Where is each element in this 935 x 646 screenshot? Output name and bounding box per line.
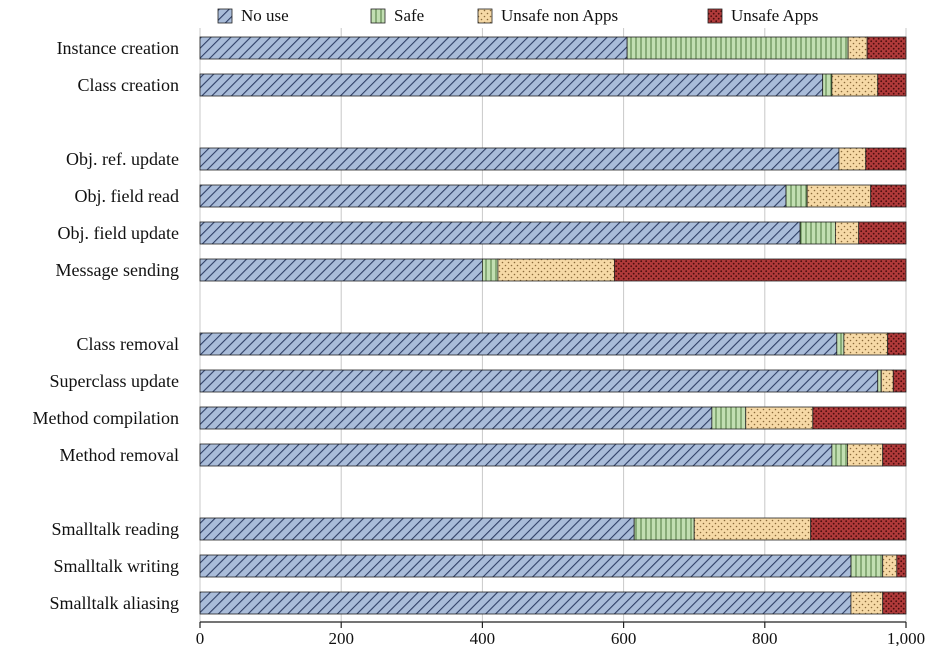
bar-class-removal-safe: [836, 332, 845, 356]
bar-smalltalk-aliasing-no-use: [199, 591, 852, 615]
bar-message-sending-unsafe-apps: [614, 258, 907, 282]
bar-smalltalk-aliasing-unsafe-non-apps: [850, 591, 884, 615]
legend-swatch-unsafe-apps: [707, 8, 723, 24]
legend-swatch-no-use: [217, 8, 233, 24]
bar-class-creation-unsafe-non-apps: [831, 73, 879, 97]
legend-label-no-use: No use: [241, 6, 289, 25]
category-label-message-sending: Message sending: [56, 260, 179, 280]
bar-superclass-update-unsafe-apps: [892, 369, 907, 393]
bar-method-compilation-no-use: [199, 406, 713, 430]
bar-obj-field-update-unsafe-apps: [858, 221, 907, 245]
category-label-smalltalk-aliasing: Smalltalk aliasing: [50, 593, 179, 613]
bar-instance-creation-unsafe-non-apps: [847, 36, 868, 60]
bar-message-sending-no-use: [199, 258, 483, 282]
bar-smalltalk-reading-unsafe-non-apps: [693, 517, 812, 541]
bar-smalltalk-reading-safe: [633, 517, 695, 541]
bar-method-compilation-safe: [711, 406, 747, 430]
bar-superclass-update-no-use: [199, 369, 879, 393]
bar-method-compilation-unsafe-apps: [812, 406, 907, 430]
legend-label-unsafe-apps: Unsafe Apps: [731, 6, 818, 25]
bar-smalltalk-writing-safe: [850, 554, 884, 578]
category-label-obj-field-read: Obj. field read: [75, 186, 179, 206]
bar-smalltalk-writing-no-use: [199, 554, 852, 578]
legend-swatch-unsafe-non-apps: [477, 8, 493, 24]
bar-method-removal-no-use: [199, 443, 833, 467]
bar-instance-creation-safe: [626, 36, 849, 60]
bar-class-removal-no-use: [199, 332, 838, 356]
bar-method-removal-unsafe-apps: [882, 443, 907, 467]
legend-label-safe: Safe: [394, 6, 424, 25]
bar-obj-field-update-safe: [799, 221, 836, 245]
x-tick-label: 200: [328, 629, 354, 646]
bar-obj-field-read-safe: [785, 184, 808, 208]
bar-instance-creation-unsafe-apps: [866, 36, 907, 60]
category-label-class-creation: Class creation: [78, 75, 179, 95]
x-tick-label: 1,000: [887, 629, 925, 646]
category-label-smalltalk-writing: Smalltalk writing: [54, 556, 180, 576]
category-label-obj-field-update: Obj. field update: [58, 223, 179, 243]
bar-class-removal-unsafe-non-apps: [843, 332, 889, 356]
category-label-obj-ref-update: Obj. ref. update: [66, 149, 179, 169]
bar-instance-creation-no-use: [199, 36, 628, 60]
bar-method-compilation-unsafe-non-apps: [745, 406, 814, 430]
x-tick-label: 800: [752, 629, 778, 646]
bar-obj-ref-update-no-use: [199, 147, 840, 171]
bar-method-removal-unsafe-non-apps: [847, 443, 884, 467]
bar-message-sending-unsafe-non-apps: [497, 258, 615, 282]
bar-method-removal-safe: [831, 443, 848, 467]
bar-class-creation-safe: [822, 73, 833, 97]
category-label-method-compilation: Method compilation: [33, 408, 179, 428]
bar-message-sending-safe: [481, 258, 499, 282]
category-label-superclass-update: Superclass update: [50, 371, 179, 391]
bar-obj-field-read-no-use: [199, 184, 787, 208]
legend-label-unsafe-non-apps: Unsafe non Apps: [501, 6, 618, 25]
bar-superclass-update-unsafe-non-apps: [880, 369, 894, 393]
bar-smalltalk-reading-no-use: [199, 517, 635, 541]
bar-class-removal-unsafe-apps: [887, 332, 907, 356]
category-label-instance-creation: Instance creation: [57, 38, 179, 58]
bar-obj-ref-update-unsafe-non-apps: [838, 147, 867, 171]
x-tick-label: 400: [470, 629, 496, 646]
category-labels: Instance creation Class creation Obj. ref.…: [33, 38, 179, 613]
x-tick-label: 0: [196, 629, 205, 646]
bar-area: [199, 36, 907, 615]
bar-obj-field-read-unsafe-non-apps: [806, 184, 872, 208]
bar-smalltalk-aliasing-unsafe-apps: [882, 591, 907, 615]
category-label-smalltalk-reading: Smalltalk reading: [52, 519, 179, 539]
bar-class-creation-no-use: [199, 73, 824, 97]
bar-obj-ref-update-unsafe-apps: [865, 147, 907, 171]
bar-smalltalk-reading-unsafe-apps: [810, 517, 907, 541]
bar-obj-field-update-unsafe-non-apps: [835, 221, 860, 245]
category-label-class-removal: Class removal: [77, 334, 179, 354]
bar-smalltalk-writing-unsafe-apps: [896, 554, 907, 578]
bar-obj-field-read-unsafe-apps: [870, 184, 907, 208]
bar-obj-field-update-no-use: [199, 221, 801, 245]
bar-superclass-update-safe: [877, 369, 882, 393]
legend-swatch-safe: [370, 8, 386, 24]
x-tick-label: 600: [611, 629, 637, 646]
bar-class-creation-unsafe-apps: [877, 73, 907, 97]
x-axis-ticks: 0 200 400 600 800 1,000: [196, 621, 925, 646]
chart-legend: No use Safe Unsafe non Apps Unsafe Apps: [217, 6, 818, 25]
category-label-method-removal: Method removal: [60, 445, 179, 465]
bar-smalltalk-writing-unsafe-non-apps: [882, 554, 898, 578]
